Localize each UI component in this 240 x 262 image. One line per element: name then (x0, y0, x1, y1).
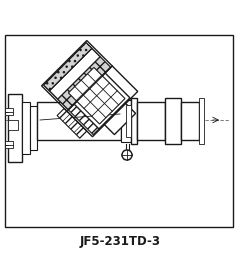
Bar (5, 108, 13, 115)
Polygon shape (44, 43, 92, 91)
Polygon shape (68, 67, 125, 124)
Polygon shape (104, 103, 136, 135)
Bar (126, 105, 131, 137)
Polygon shape (44, 43, 92, 91)
Bar (37, 102, 121, 140)
Polygon shape (58, 94, 99, 135)
Bar (8, 94, 22, 162)
Polygon shape (64, 62, 130, 129)
Bar (165, 98, 181, 144)
Bar (30, 106, 37, 150)
Bar (8, 120, 18, 130)
Polygon shape (121, 150, 132, 160)
Polygon shape (49, 48, 100, 99)
Polygon shape (55, 54, 95, 94)
Circle shape (122, 150, 132, 160)
Bar (22, 102, 30, 154)
Bar (5, 141, 13, 148)
Polygon shape (58, 57, 111, 110)
Bar (137, 102, 165, 140)
Bar (121, 100, 131, 142)
Bar (131, 98, 137, 144)
Polygon shape (57, 108, 87, 138)
Text: JF5-231TD-3: JF5-231TD-3 (79, 236, 161, 248)
Bar (199, 98, 204, 144)
Bar (5, 35, 233, 227)
Bar (181, 102, 199, 140)
